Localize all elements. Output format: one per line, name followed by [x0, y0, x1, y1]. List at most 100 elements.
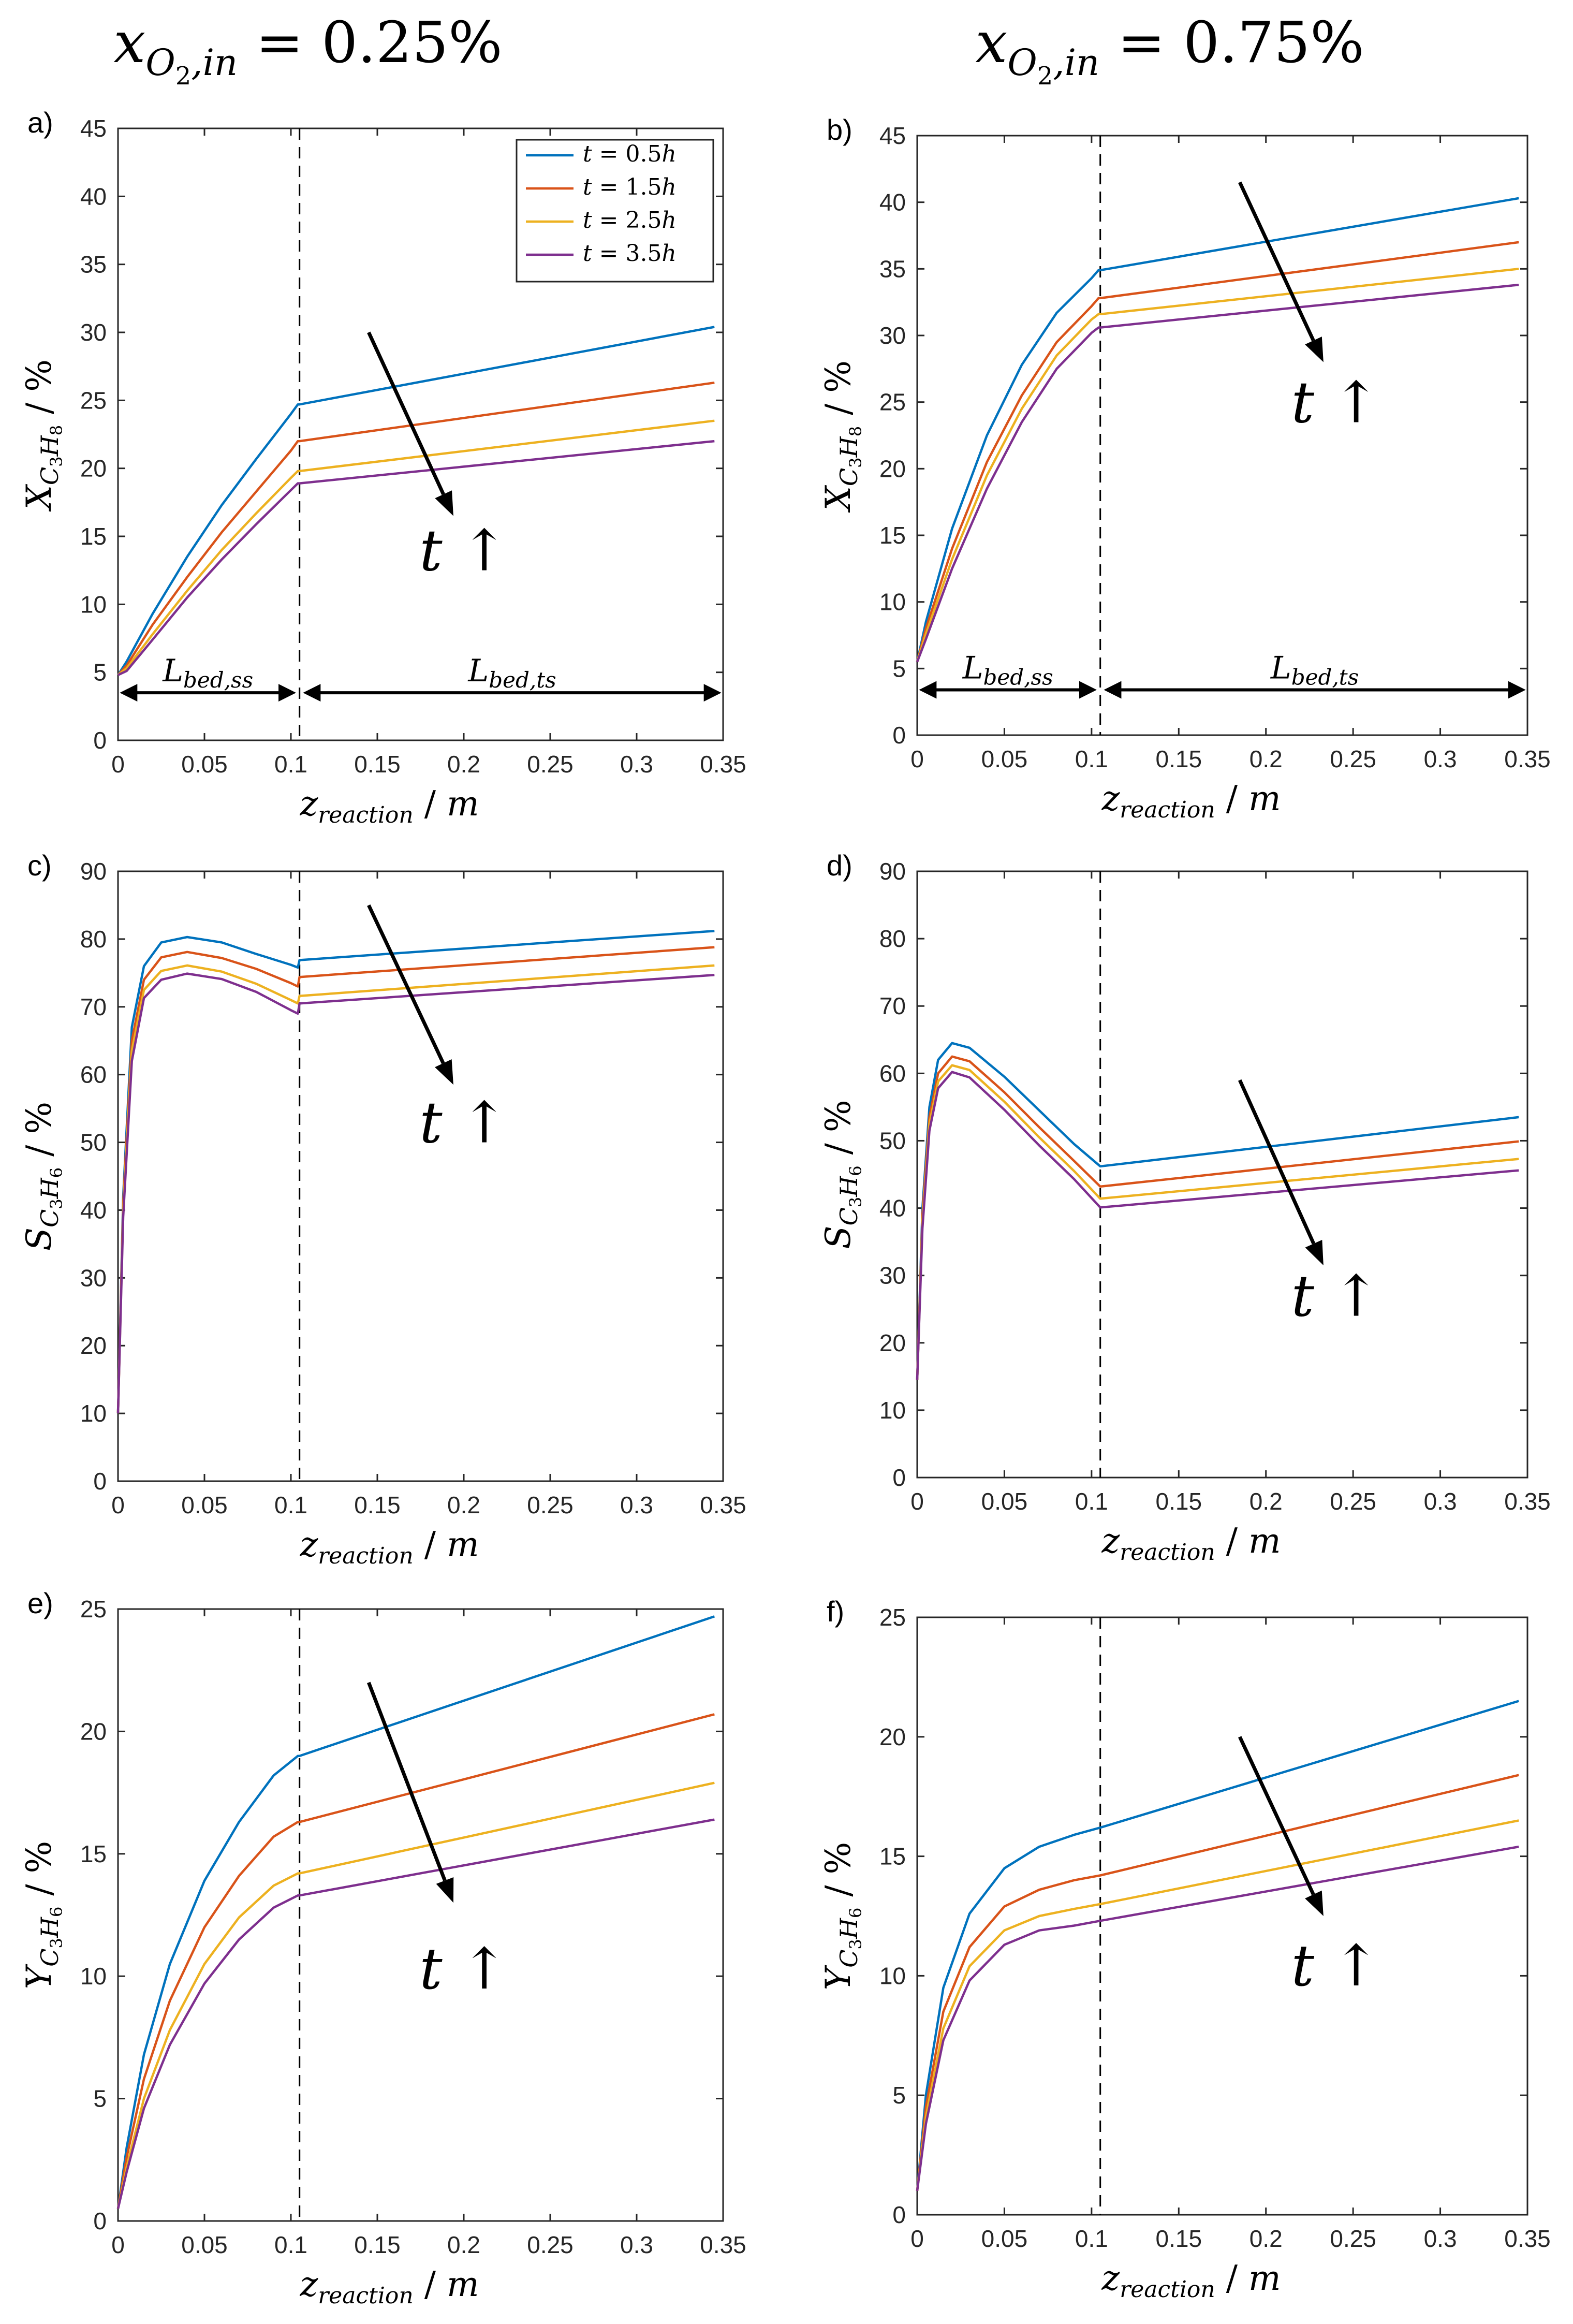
column-title-text: xO2,in = 0.75% [975, 9, 1364, 91]
y-tick-label: 10 [80, 1963, 107, 1990]
x-tick-label: 0.1 [274, 751, 307, 778]
y-tick-label: 5 [892, 655, 906, 682]
x-tick-label: 0.3 [620, 2231, 653, 2258]
bed-ts-arrow-head-left [303, 684, 321, 702]
y-tick-label: 80 [879, 925, 906, 952]
series-line [116, 1781, 715, 2209]
column-title-text: xO2,in = 0.25% [113, 9, 502, 91]
column-title-left: xO2,in = 0.25% [113, 9, 502, 91]
y-axis-label: YC3H6 / % [818, 1842, 865, 1991]
trend-arrow-head [1305, 1239, 1324, 1266]
panel-label: c) [27, 849, 52, 882]
x-axis-label: zreaction / m [1101, 2258, 1281, 2303]
trend-label: t ↑ [1291, 1933, 1380, 1999]
series-line [116, 1615, 715, 2209]
x-tick-label: 0.25 [527, 751, 574, 778]
y-tick-label: 40 [80, 183, 107, 210]
y-tick-label: 30 [879, 1262, 906, 1289]
x-tick-label: 0.15 [354, 1492, 401, 1518]
x-axis-label: zreaction / m [299, 2264, 479, 2309]
bed-ss-arrow-label: Lbed,ss [962, 650, 1053, 690]
legend-entry: t = 2.5h [583, 207, 677, 233]
axes-box [916, 135, 1528, 736]
y-tick-label: 90 [879, 858, 906, 885]
panel-label: f) [827, 1595, 844, 1628]
bed-ts-arrow-head-left [1104, 681, 1122, 699]
y-axis-label: SC3H6 / % [818, 1100, 865, 1249]
trend-label: t ↑ [419, 1090, 508, 1156]
x-tick-label: 0.05 [981, 746, 1028, 772]
y-tick-label: 60 [80, 1061, 107, 1088]
y-tick-label: 20 [879, 455, 906, 482]
trend-label: t ↑ [419, 1936, 508, 2002]
series-line [916, 241, 1519, 663]
x-tick-label: 0.05 [981, 1488, 1028, 1515]
x-tick-label: 0.2 [447, 1492, 480, 1518]
x-tick-label: 0.15 [354, 2231, 401, 2258]
legend-box [516, 139, 714, 283]
series-line [916, 1774, 1519, 2191]
y-tick-label: 0 [892, 1464, 906, 1491]
column-title-right: xO2,in = 0.75% [975, 9, 1364, 91]
x-axis-label: zreaction / m [1101, 1521, 1281, 1566]
x-tick-label: 0.25 [1330, 2225, 1376, 2252]
trend-label: t ↑ [1291, 1263, 1380, 1329]
series-line [117, 326, 715, 676]
y-tick-label: 50 [879, 1127, 906, 1154]
title-subsub: 2 [175, 62, 192, 91]
x-tick-label: 0.05 [981, 2225, 1028, 2252]
legend-entry: t = 3.5h [583, 240, 677, 267]
series-line [117, 440, 715, 676]
panel-label: d) [827, 849, 852, 882]
y-tick-label: 45 [879, 122, 906, 149]
y-tick-label: 5 [892, 2082, 906, 2109]
series-line [916, 1845, 1519, 2191]
title-sub: O [145, 41, 175, 84]
y-tick-label: 40 [879, 1195, 906, 1222]
y-tick-label: 15 [80, 523, 107, 550]
panel-b: b) 0 0.05 0.1 0.15 0.2 0.25 0.3 0.35 0 5 10 15 20 25 30… [818, 113, 1551, 823]
x-tick-label: 0 [910, 2225, 924, 2252]
axes-box [117, 870, 724, 1482]
y-tick-label: 70 [80, 993, 107, 1020]
bed-ss-arrow-head-right [278, 684, 297, 702]
y-tick-label: 10 [879, 589, 906, 616]
y-tick-label: 20 [80, 455, 107, 482]
x-tick-label: 0.3 [1424, 1488, 1457, 1515]
x-tick-label: 0 [111, 1492, 125, 1518]
trend-arrow-head [436, 1877, 454, 1903]
panel-d: d) 0 0.05 0.1 0.15 0.2 0.25 0.3 0.35 0 10 20 30 40 50 6… [818, 849, 1551, 1566]
x-tick-label: 0 [910, 746, 924, 772]
y-tick-label: 25 [80, 1596, 107, 1623]
series-line [116, 1713, 715, 2209]
y-tick-label: 30 [80, 1264, 107, 1291]
x-tick-label: 0.15 [1156, 1488, 1202, 1515]
legend-entry: t = 1.5h [583, 174, 677, 200]
x-tick-label: 0.3 [1424, 2225, 1457, 2252]
trend-arrow-head [435, 1059, 453, 1085]
y-tick-label: 25 [879, 1604, 906, 1631]
y-tick-label: 15 [879, 1843, 906, 1870]
x-tick-label: 0.25 [527, 1492, 574, 1518]
panel-e: e) 0 0.05 0.1 0.15 0.2 0.25 0.3 0.35 0 5 10 15 20 25 zr… [19, 1587, 746, 2309]
bed-ss-arrow-head-left [120, 684, 138, 702]
x-tick-label: 0.35 [1504, 1488, 1551, 1515]
bed-ss-arrow-head-left [919, 681, 937, 699]
trend-arrow-shaft [367, 1682, 447, 1881]
y-axis-label: YC3H6 / % [19, 1841, 66, 1990]
panel-c: c) 0 0.05 0.1 0.15 0.2 0.25 0.3 0.35 0 10 20 30 40 50 6… [19, 849, 746, 1569]
series-line [117, 419, 715, 676]
series-line [916, 268, 1519, 663]
x-tick-label: 0 [111, 2231, 125, 2258]
y-tick-label: 0 [93, 2208, 107, 2234]
y-tick-label: 30 [80, 319, 107, 346]
y-tick-label: 0 [892, 722, 906, 749]
x-tick-label: 0 [111, 751, 125, 778]
series-line [916, 197, 1519, 662]
x-tick-label: 0.15 [1156, 2225, 1202, 2252]
y-axis-label: SC3H6 / % [19, 1102, 66, 1251]
x-tick-label: 0.1 [274, 2231, 307, 2258]
x-tick-label: 0.1 [1075, 746, 1108, 772]
title-value: = 0.25% [238, 9, 503, 76]
